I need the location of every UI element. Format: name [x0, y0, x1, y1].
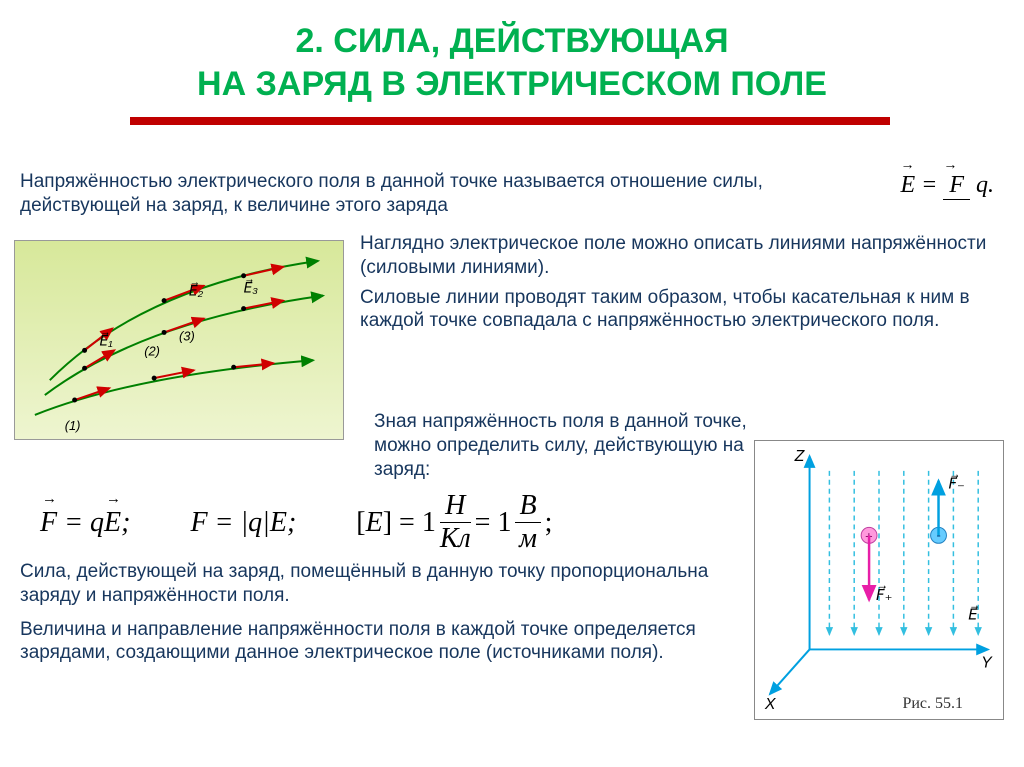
formula-2: F = |q|E;	[190, 507, 296, 539]
para-4: Сила, действующей на заряд, помещённый в…	[20, 560, 730, 608]
svg-text:E⃗₃: E⃗₃	[244, 279, 259, 296]
svg-text:(3): (3)	[179, 328, 195, 343]
divider-bar	[130, 117, 890, 125]
para-3: Зная напряжённость поля в данной точке, …	[374, 410, 774, 481]
svg-text:F⃗₊: F⃗₊	[876, 585, 892, 604]
bottom-text-block: Сила, действующей на заряд, помещённый в…	[20, 560, 730, 669]
svg-text:(2): (2)	[144, 343, 160, 358]
svg-text:E⃗₂: E⃗₂	[189, 282, 204, 299]
svg-text:E⃗₁: E⃗₁	[99, 332, 113, 349]
para-3-block: Зная напряжённость поля в данной точке, …	[374, 410, 774, 481]
svg-text:(1): (1)	[65, 418, 81, 433]
symbol-q: q	[976, 172, 988, 198]
title-line2: НА ЗАРЯД В ЭЛЕКТРИЧЕСКОМ ПОЛЕ	[0, 63, 1024, 106]
figure-caption: Рис. 55.1	[902, 695, 963, 713]
title-line1: 2. СИЛА, ДЕЙСТВУЮЩАЯ	[0, 20, 1024, 63]
formula-units: [E] = 1 НКл = 1 Вм;	[356, 490, 552, 555]
para-2: Силовые линии проводят таким образом, чт…	[360, 286, 1000, 334]
svg-text:X: X	[764, 696, 777, 713]
svg-text:E⃗: E⃗	[968, 605, 978, 624]
svg-text:Y: Y	[981, 654, 993, 671]
formula-1: F = qE;	[40, 507, 130, 539]
para-5: Величина и направление напряжённости пол…	[20, 618, 730, 666]
para-1: Наглядно электрическое поле можно описат…	[360, 232, 1000, 280]
formula-field-intensity: E = F q .	[900, 172, 994, 200]
page-title: 2. СИЛА, ДЕЙСТВУЮЩАЯ НА ЗАРЯД В ЭЛЕКТРИЧ…	[0, 0, 1024, 105]
coordinate-diagram: Z Y X + - F⃗₋ F⃗₊ E⃗ Рис. 55.1	[754, 440, 1004, 720]
intro-text: Напряжённостью электрического поля в дан…	[20, 170, 780, 218]
svg-text:F⃗₋: F⃗₋	[948, 474, 964, 493]
coord-svg: Z Y X + - F⃗₋ F⃗₊ E⃗	[755, 441, 1003, 719]
intro-block: Напряжённостью электрического поля в дан…	[20, 170, 780, 218]
field-lines-diagram: (1) (2) (3) E⃗₁ E⃗₂ E⃗₃	[14, 240, 344, 440]
symbol-F: F	[943, 172, 970, 200]
svg-text:Z: Z	[794, 448, 806, 465]
right-text-block: Наглядно электрическое поле можно описат…	[360, 232, 1000, 339]
field-lines-svg: (1) (2) (3) E⃗₁ E⃗₂ E⃗₃	[15, 241, 343, 440]
symbol-E: E	[900, 172, 915, 198]
formulas-row: F = qE; F = |q|E; [E] = 1 НКл = 1 Вм;	[40, 490, 552, 555]
